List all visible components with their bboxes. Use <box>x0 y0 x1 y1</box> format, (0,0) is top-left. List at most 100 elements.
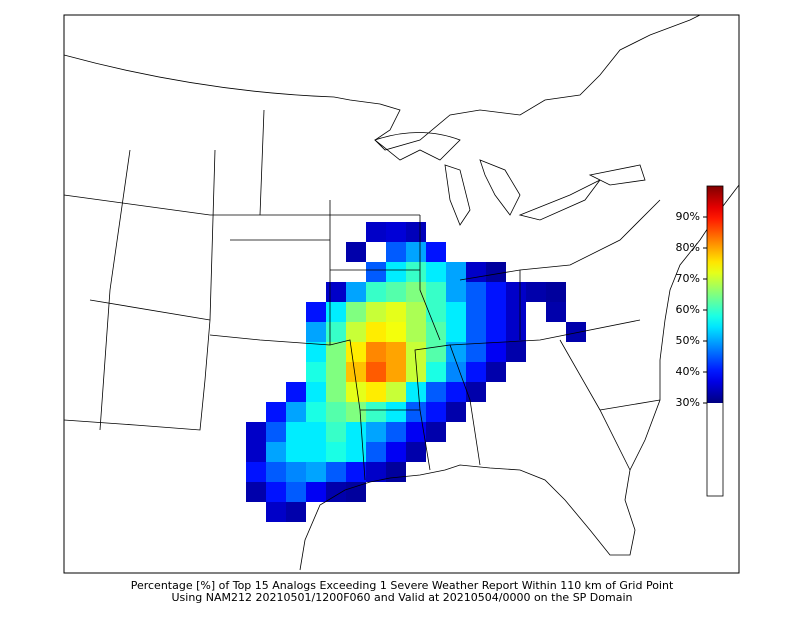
heat-cell <box>246 422 266 442</box>
heat-cell <box>426 362 446 382</box>
heat-cell <box>366 442 386 462</box>
heat-cell <box>366 322 386 342</box>
heat-cell <box>426 282 446 302</box>
heat-cell <box>486 322 506 342</box>
heat-cell <box>426 242 446 262</box>
heat-cell <box>346 362 366 382</box>
great-lakes <box>374 132 646 226</box>
heat-cell <box>466 302 486 322</box>
heat-cell <box>386 262 406 282</box>
state-lines <box>63 109 661 481</box>
heat-cell <box>466 342 486 362</box>
heat-cell <box>346 442 366 462</box>
heat-cell <box>386 402 406 422</box>
colorbar-fill <box>707 186 723 403</box>
heat-cell <box>386 322 406 342</box>
heat-cell <box>366 382 386 402</box>
heat-cell <box>426 422 446 442</box>
heat-cell <box>286 502 306 522</box>
heat-cell <box>466 362 486 382</box>
heat-cell <box>386 422 406 442</box>
heat-cell <box>406 362 426 382</box>
heat-cell <box>426 262 446 282</box>
heat-cell <box>406 242 426 262</box>
heat-cell <box>346 282 366 302</box>
heat-cell <box>446 402 466 422</box>
heat-cell <box>486 262 506 282</box>
heat-cell <box>406 382 426 402</box>
heat-cell <box>386 462 406 482</box>
heat-cell <box>406 262 426 282</box>
heat-cell <box>326 362 346 382</box>
heat-cell <box>326 282 346 302</box>
heat-cell <box>246 462 266 482</box>
basemap <box>63 14 740 571</box>
heat-cell <box>406 402 426 422</box>
heat-cell <box>426 342 446 362</box>
heat-cell <box>406 302 426 322</box>
heat-cell <box>406 322 426 342</box>
heat-cell <box>386 362 406 382</box>
heat-cell <box>386 442 406 462</box>
heat-cell <box>346 402 366 422</box>
heat-cell <box>326 442 346 462</box>
heat-cell <box>266 462 286 482</box>
heat-cell <box>406 422 426 442</box>
heat-cell <box>326 382 346 402</box>
heat-cell <box>306 442 326 462</box>
heat-cell <box>506 282 526 302</box>
heat-cell <box>346 482 366 502</box>
heat-cell <box>306 342 326 362</box>
heat-cell <box>366 262 386 282</box>
map-frame <box>63 14 740 574</box>
heat-cell <box>286 482 306 502</box>
heat-cell <box>466 382 486 402</box>
heat-cell <box>446 322 466 342</box>
heat-cell <box>326 422 346 442</box>
heat-cell <box>306 362 326 382</box>
heat-cell <box>306 382 326 402</box>
heat-cell <box>386 342 406 362</box>
heat-cell <box>326 302 346 322</box>
heat-cell <box>546 302 566 322</box>
heat-cell <box>306 482 326 502</box>
heat-cell <box>326 482 346 502</box>
heat-cell <box>446 302 466 322</box>
heat-cell <box>286 442 306 462</box>
heat-cell <box>386 242 406 262</box>
heat-cell <box>306 422 326 442</box>
heat-cell <box>406 442 426 462</box>
canada-border <box>63 14 701 151</box>
heat-cell <box>246 482 266 502</box>
heat-cell <box>266 402 286 422</box>
heat-cell <box>366 282 386 302</box>
heat-cell <box>306 402 326 422</box>
colorbar-tick-label: 90% <box>676 210 700 223</box>
heat-cell <box>446 282 466 302</box>
heat-cell <box>366 422 386 442</box>
heat-cell <box>266 442 286 462</box>
heat-cell <box>486 302 506 322</box>
heat-cell <box>386 382 406 402</box>
colorbar-tick-label: 50% <box>676 334 700 347</box>
heat-cell <box>346 242 366 262</box>
heatmap <box>246 222 586 522</box>
heat-cell <box>506 342 526 362</box>
heat-cell <box>246 442 266 462</box>
heat-cell <box>426 402 446 422</box>
heat-cell <box>346 382 366 402</box>
heat-cell <box>466 322 486 342</box>
heat-cell <box>426 382 446 402</box>
heat-cell <box>346 322 366 342</box>
heat-cell <box>326 322 346 342</box>
colorbar-tick-label: 40% <box>676 365 700 378</box>
heat-cell <box>286 462 306 482</box>
heat-cell <box>266 422 286 442</box>
heat-cell <box>366 302 386 322</box>
heat-cell <box>446 382 466 402</box>
heat-cell <box>346 422 366 442</box>
heat-cell <box>486 362 506 382</box>
heat-cell <box>386 282 406 302</box>
heat-cell <box>306 302 326 322</box>
